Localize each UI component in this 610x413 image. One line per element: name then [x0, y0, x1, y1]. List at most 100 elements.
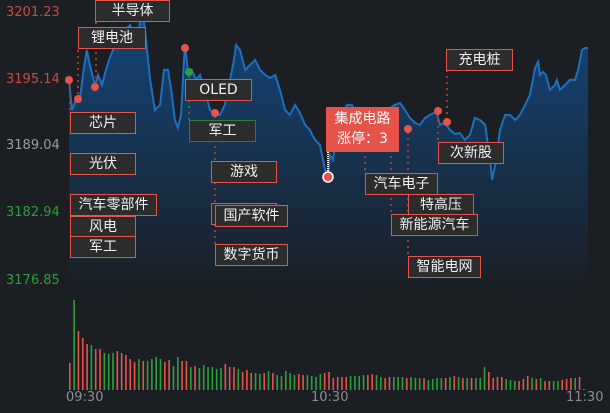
sector-label[interactable]: 智能电网 — [408, 256, 481, 278]
volume-bar — [293, 375, 296, 390]
volume-bar — [431, 379, 434, 390]
volume-bar — [475, 378, 477, 390]
volume-bar — [462, 378, 464, 390]
sector-label[interactable]: 次新股 — [438, 142, 504, 164]
volume-bar — [405, 378, 408, 390]
sector-label[interactable]: 光伏 — [70, 153, 136, 175]
volume-bar — [254, 373, 257, 390]
volume-bar — [164, 362, 166, 390]
volume-bar — [177, 357, 179, 390]
sector-label[interactable]: 半导体 — [95, 0, 170, 22]
volume-bar — [224, 364, 227, 390]
volume-bar — [138, 359, 140, 390]
volume-bar — [328, 372, 330, 390]
volume-bar — [99, 349, 101, 390]
volume-bar — [345, 377, 348, 390]
volume-bar — [544, 381, 546, 390]
volume-bar — [107, 354, 110, 390]
sector-label[interactable]: 游戏 — [211, 161, 277, 183]
volume-bar — [267, 371, 270, 390]
volume-bar — [561, 380, 564, 390]
volume-bar — [552, 381, 555, 390]
volume-bar — [470, 378, 473, 390]
sector-label[interactable]: 汽车电子 — [365, 173, 438, 195]
tooltip-limit-up: 涨停：3 — [337, 131, 388, 147]
sector-label[interactable]: 军工 — [189, 120, 256, 142]
volume-bar — [583, 389, 585, 390]
y-tick: 3182.94 — [6, 205, 60, 220]
volume-bar — [414, 378, 417, 390]
volume-bar — [319, 374, 322, 390]
volume-bar — [69, 363, 71, 390]
sector-label[interactable]: OLED — [185, 79, 252, 101]
volume-bar — [146, 361, 149, 390]
volume-bar — [336, 377, 339, 390]
volume-bar — [125, 355, 127, 390]
volume-bar — [518, 381, 520, 390]
volume-bar — [155, 357, 157, 390]
volume-bar — [198, 368, 201, 390]
sector-label[interactable]: 特高压 — [408, 194, 474, 216]
event-dot[interactable] — [181, 44, 189, 52]
event-dot[interactable] — [74, 95, 82, 103]
sector-label[interactable]: 锂电池 — [78, 27, 146, 49]
volume-bar — [358, 376, 361, 390]
sector-label[interactable]: 芯片 — [70, 112, 136, 134]
volume-bar — [246, 370, 248, 390]
y-tick: 3176.85 — [6, 273, 60, 288]
volume-bar — [94, 349, 97, 390]
volume-bar — [393, 377, 395, 390]
volume-bar — [202, 365, 205, 390]
volume-bar — [539, 378, 542, 390]
volume-bar — [388, 377, 391, 390]
volume-bar — [479, 378, 481, 390]
event-dot[interactable] — [185, 68, 193, 76]
volume-bar — [531, 378, 533, 390]
volume-bar — [483, 367, 486, 390]
volume-bar — [315, 377, 317, 390]
volume-bar — [237, 369, 240, 390]
x-tick: 11:30 — [566, 390, 604, 405]
volume-bar — [453, 376, 456, 390]
volume-bar — [289, 373, 291, 390]
event-dot[interactable] — [434, 107, 442, 115]
volume-bar — [276, 375, 278, 390]
volume-bar — [427, 380, 430, 390]
sector-label[interactable]: 数字货币 — [215, 244, 288, 266]
volume-bar — [272, 373, 274, 390]
volume-bar — [548, 381, 551, 390]
volume-bar — [509, 380, 512, 390]
volume-bar — [410, 377, 412, 390]
volume-bar — [574, 378, 577, 390]
volume-bar — [449, 377, 451, 390]
volume-bar — [323, 373, 326, 390]
volume-bar — [120, 353, 123, 390]
event-dot[interactable] — [91, 83, 99, 91]
volume-bar — [375, 375, 378, 390]
volume-bar — [397, 377, 399, 390]
volume-bar — [444, 378, 447, 390]
volume-bar — [181, 361, 183, 390]
volume-bar — [263, 373, 265, 390]
volume-bar — [535, 379, 538, 390]
event-dot[interactable] — [443, 118, 451, 126]
sector-label[interactable]: 风电 — [70, 216, 136, 238]
event-dot-selected[interactable] — [322, 171, 334, 183]
sector-tooltip: 集成电路 涨停：3 — [326, 107, 399, 152]
event-dots — [65, 44, 451, 183]
volume-bar — [116, 351, 119, 390]
sector-label[interactable]: 汽车零部件 — [70, 194, 157, 216]
event-dot[interactable] — [211, 109, 219, 117]
volume-bar — [103, 353, 106, 390]
sector-label[interactable]: 新能源汽车 — [391, 214, 478, 236]
x-tick: 10:30 — [311, 390, 349, 405]
volume-bar — [280, 376, 283, 390]
sector-label[interactable]: 国产软件 — [215, 205, 288, 227]
event-dot[interactable] — [65, 76, 73, 84]
volume-bar — [466, 378, 469, 390]
volume-bar — [215, 369, 218, 390]
sector-label[interactable]: 军工 — [70, 236, 136, 258]
event-dot[interactable] — [404, 125, 412, 133]
volume-bar — [557, 381, 559, 390]
sector-label[interactable]: 充电桩 — [446, 49, 513, 71]
